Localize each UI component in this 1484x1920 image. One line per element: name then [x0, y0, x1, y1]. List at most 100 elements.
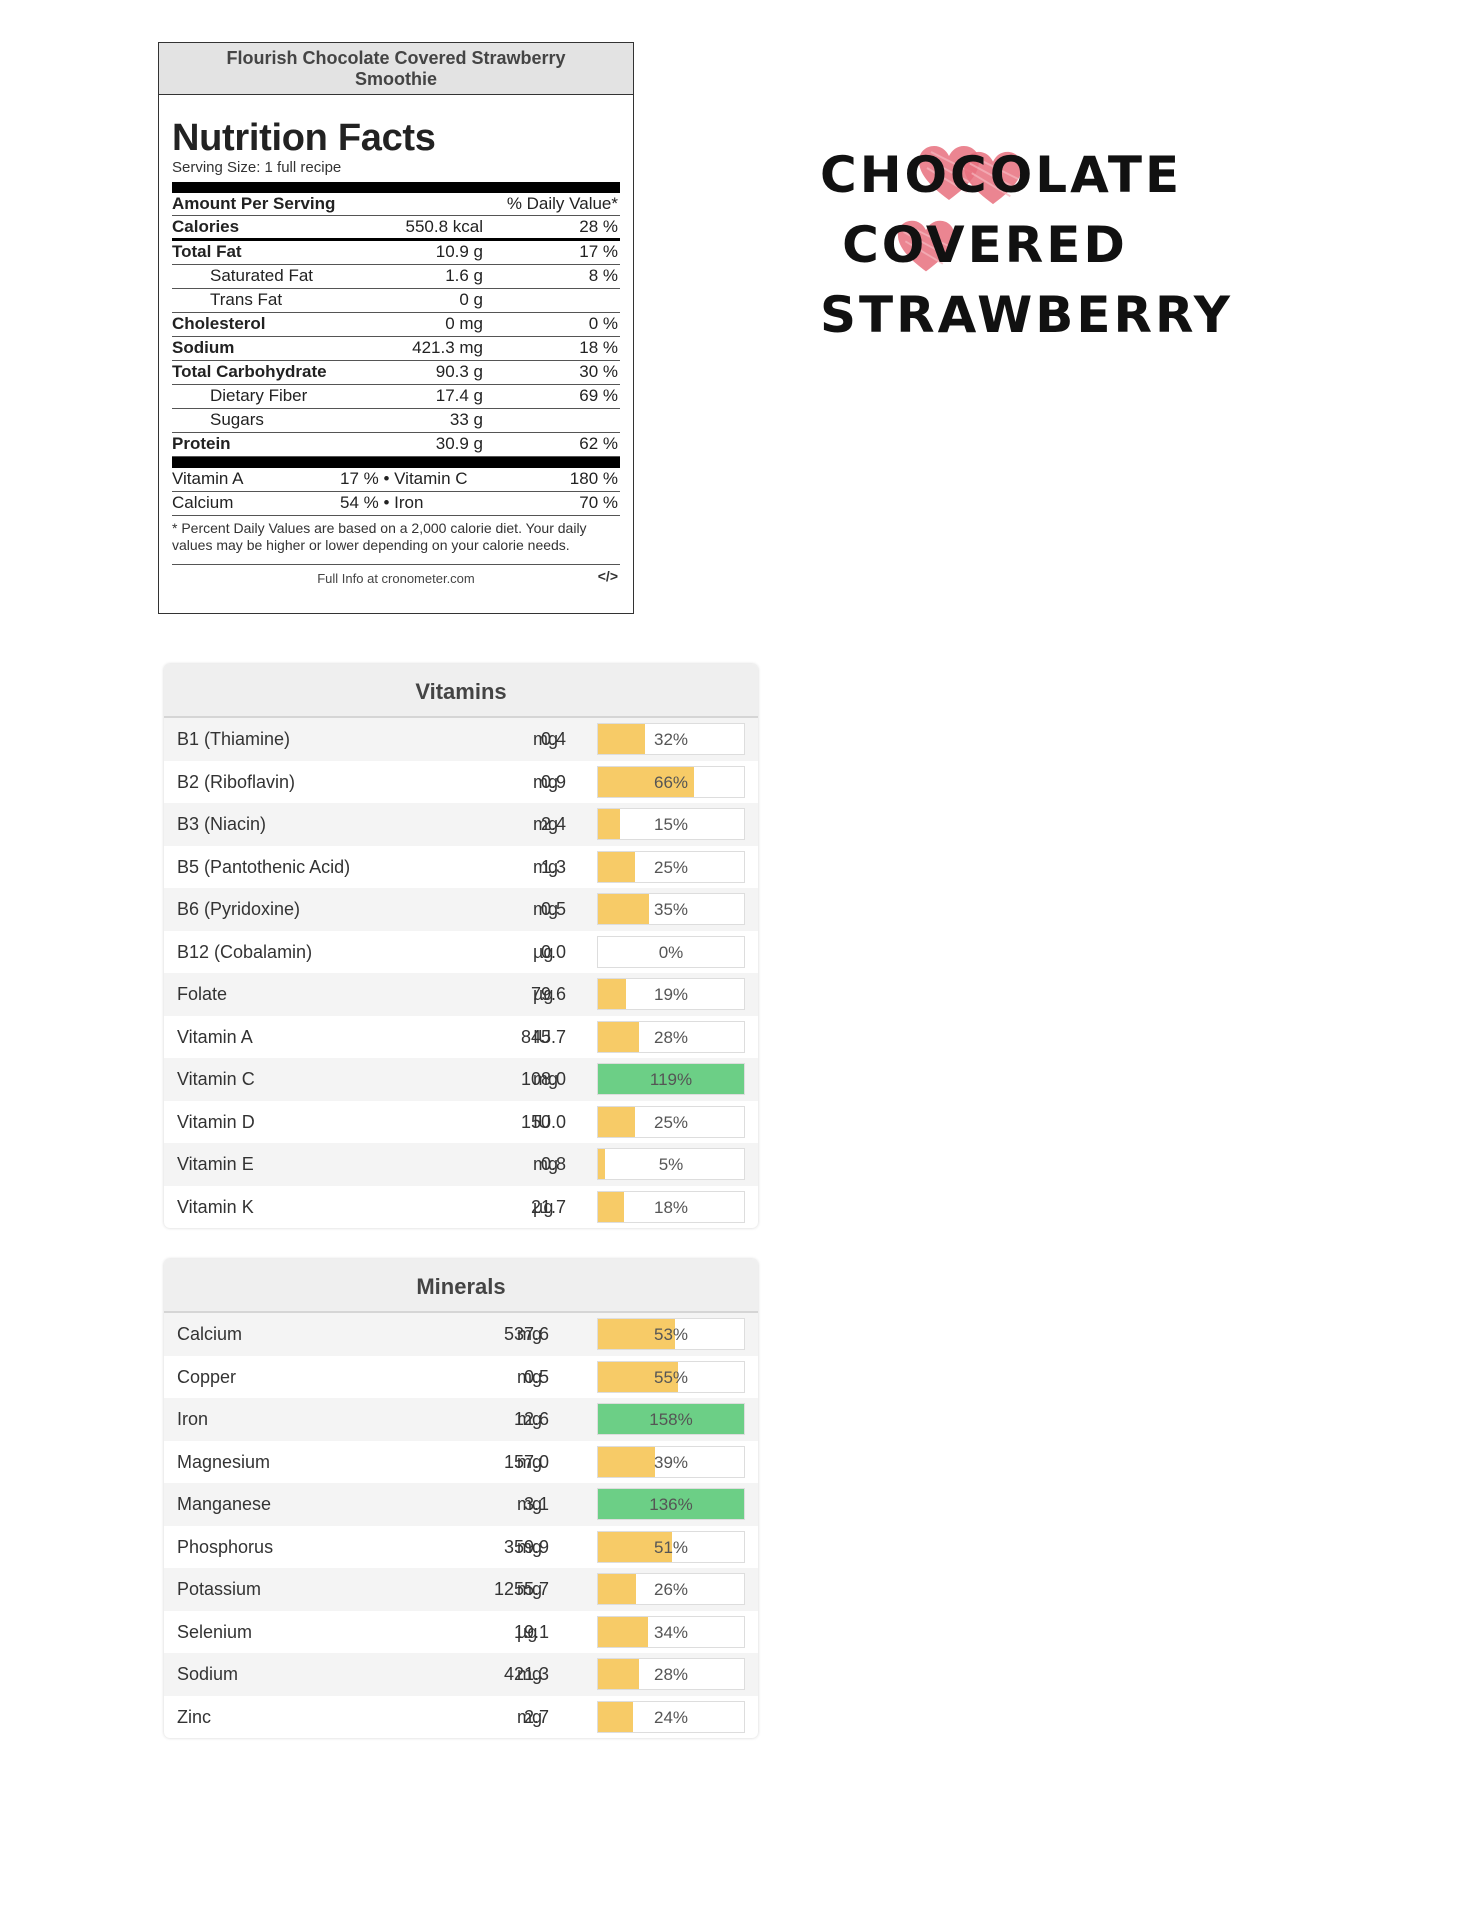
nutrient-name: Copper: [177, 1366, 237, 1387]
vitamins-rows: B1 (Thiamine) 0.4 mg 32% B2 (Riboflavin) 0.9 m…: [164, 718, 758, 1228]
daily-target-bar: 119%: [597, 1063, 745, 1095]
nutrient-name: B2 (Riboflavin): [177, 771, 296, 792]
nutrient-unit: IU: [533, 1026, 551, 1047]
daily-target-percent: 66%: [653, 772, 689, 792]
daily-target-percent: 5%: [658, 1155, 684, 1174]
nutrient-value: 19.1: [513, 1621, 549, 1642]
heart-icon: [964, 151, 1022, 205]
nutrient-amount: 1.6 g: [445, 266, 483, 285]
nutrient-dv: 69 %: [579, 386, 618, 405]
daily-target-bar: 18%: [597, 1190, 745, 1223]
nutrient-unit: mg: [517, 1409, 543, 1429]
nutrient-value: 1255.7: [493, 1579, 549, 1599]
daily-target-fill: [598, 1064, 744, 1094]
nutrient-dv: 8 %: [588, 266, 618, 285]
title-line-covered: COVERED: [842, 216, 1128, 274]
daily-target-percent: 55%: [653, 1367, 689, 1387]
daily-target-fill: [598, 1404, 744, 1434]
nutrient-table-row: Magnesium 157.0 mg 39%: [164, 1441, 758, 1484]
nutrient-value: 0.0: [540, 941, 566, 962]
nutrient-label: Sodium: [172, 338, 235, 357]
nutrient-unit: mg: [533, 899, 559, 919]
vitamin-summary-left: Vitamin A: [172, 469, 244, 488]
nutrient-table-row: B6 (Pyridoxine) 0.5 mg 35%: [164, 888, 758, 931]
nutrient-name: B1 (Thiamine): [177, 729, 291, 749]
nutrient-name: Vitamin K: [177, 1196, 254, 1217]
daily-target-bar: 5%: [597, 1148, 745, 1180]
nutrient-row: Protein 30.9 g 62 %: [172, 433, 620, 457]
nutrient-value: 845.7: [520, 1026, 566, 1047]
nutrient-amount: 33 g: [449, 410, 483, 429]
nutrient-value: 0.9: [540, 771, 566, 792]
divider-thick: [172, 182, 620, 193]
nutrient-table-row: Zinc 2.7 mg 24%: [164, 1696, 758, 1739]
nutrient-table-row: Vitamin E 0.8 mg 5%: [164, 1143, 758, 1186]
nutrient-dv: 30 %: [579, 362, 618, 381]
nutrient-value: 108.0: [520, 1069, 566, 1089]
daily-target-fill: [598, 851, 635, 882]
nutrient-name: B6 (Pyridoxine): [177, 899, 301, 919]
daily-target-fill: [598, 1659, 639, 1689]
nutrient-name: Folate: [177, 984, 228, 1004]
daily-target-bar: 19%: [597, 978, 745, 1010]
daily-target-fill: [598, 979, 626, 1009]
nutrient-table-row: Copper 0.5 mg 55%: [164, 1356, 758, 1399]
daily-target-fill: [598, 1701, 634, 1732]
nutrient-dv: 18 %: [579, 338, 618, 357]
daily-value-header: % Daily Value*: [506, 194, 618, 213]
embed-code-icon[interactable]: </>: [597, 568, 618, 584]
daily-target-percent: 53%: [653, 1325, 689, 1344]
nutrition-facts-heading: Nutrition Facts: [172, 117, 436, 159]
daily-target-percent: 32%: [653, 730, 689, 749]
nutrient-unit: µg: [533, 941, 554, 962]
nutrient-label: Total Carbohydrate: [172, 362, 327, 381]
daily-target-fill: [598, 809, 620, 839]
minerals-panel: Minerals Calcium 537.6 mg 53% Copper 0.5 mg 55%…: [164, 1259, 758, 1738]
nutrient-table-row: Manganese 3.1 mg 136%: [164, 1483, 758, 1526]
nutrient-label: Saturated Fat: [210, 266, 314, 285]
nutrient-table-row: B5 (Pantothenic Acid) 1.3 mg 25%: [164, 846, 758, 889]
daily-target-fill: [598, 766, 695, 797]
daily-target-percent: 25%: [653, 857, 689, 877]
nutrient-name: Phosphorus: [177, 1536, 274, 1557]
cronometer-link[interactable]: Full Info at cronometer.com: [317, 571, 475, 586]
calories-amount: 550.8 kcal: [405, 217, 484, 236]
nutrient-table-row: Vitamin C 108.0 mg 119%: [164, 1058, 758, 1101]
daily-target-bar: 28%: [597, 1020, 745, 1053]
nutrient-name: Iron: [177, 1409, 209, 1429]
daily-target-percent: 119%: [649, 1070, 693, 1089]
nutrient-name: Zinc: [177, 1706, 212, 1727]
nutrient-unit: mg: [517, 1366, 543, 1387]
nutrient-value: 0.8: [540, 1154, 566, 1174]
nutrient-unit: mg: [533, 1154, 559, 1174]
daily-target-fill: [598, 1361, 679, 1392]
nutrient-unit: mg: [517, 1494, 543, 1514]
nutrient-unit: mg: [533, 814, 559, 834]
recipe-title: Flourish Chocolate Covered Strawberry Sm…: [159, 43, 633, 95]
nutrient-dv: 0 %: [588, 314, 618, 333]
nutrient-unit: µg: [533, 1196, 554, 1217]
nutrient-table-row: Selenium 19.1 µg 34%: [164, 1611, 758, 1654]
calories-label: Calories: [172, 217, 240, 236]
daily-target-percent: 18%: [653, 1197, 689, 1217]
daily-target-fill: [598, 1446, 655, 1477]
nutrient-table-row: Calcium 537.6 mg 53%: [164, 1313, 758, 1356]
nutrient-value: 3.1: [523, 1494, 549, 1514]
nutrient-table-row: B1 (Thiamine) 0.4 mg 32%: [164, 718, 758, 761]
nutrient-dv: 62 %: [579, 434, 618, 453]
amount-per-serving-row: Amount Per Serving % Daily Value*: [172, 193, 620, 216]
daily-target-percent: 15%: [653, 815, 689, 834]
nutrient-row: Total Fat 10.9 g 17 %: [172, 241, 620, 265]
daily-target-percent: 25%: [653, 1112, 689, 1132]
vitamin-summary-left: Calcium: [172, 493, 234, 512]
nutrient-table-row: Vitamin A 845.7 IU 28%: [164, 1016, 758, 1059]
nutrient-row: Total Carbohydrate 90.3 g 30 %: [172, 361, 620, 385]
nutrient-unit: mg: [517, 1324, 543, 1344]
nutrition-facts-body: Nutrition Facts Serving Size: 1 full rec…: [172, 115, 620, 589]
nutrient-unit: mg: [517, 1664, 543, 1684]
nutrient-unit: mg: [533, 1069, 559, 1089]
daily-target-percent: 136%: [649, 1495, 693, 1514]
calories-dv: 28 %: [579, 217, 618, 236]
daily-target-bar: 25%: [597, 850, 745, 883]
vitamin-summary-row: Vitamin A 17 % • Vitamin C 180 %: [172, 468, 620, 492]
